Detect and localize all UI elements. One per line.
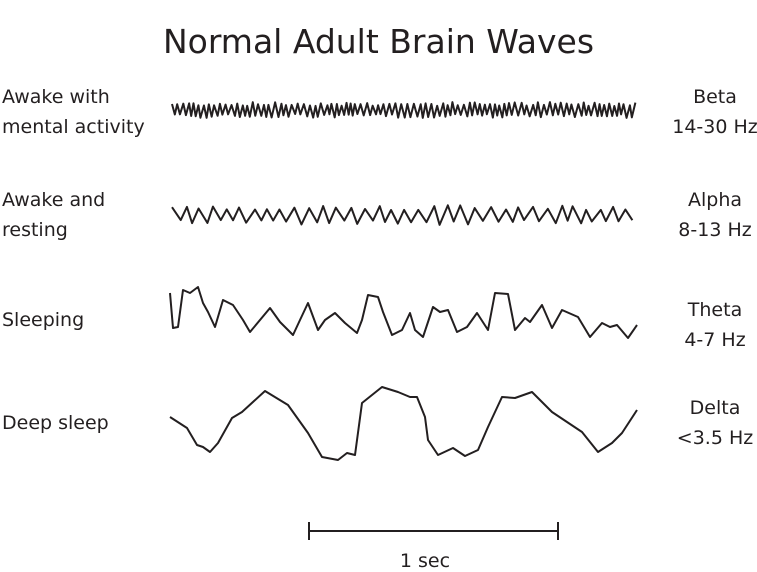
diagram-title: Normal Adult Brain Waves <box>162 22 595 61</box>
wave-frequency: 4-7 Hz <box>684 329 746 351</box>
state-label-theta: Sleeping <box>2 305 84 335</box>
wave-frequency: 8-13 Hz <box>678 219 752 241</box>
state-line: Deep sleep <box>2 412 109 434</box>
state-line: Awake with <box>2 86 110 108</box>
state-label-delta: Deep sleep <box>2 408 109 438</box>
beta-waveform <box>171 101 637 119</box>
state-label-beta: Awake with mental activity <box>2 82 145 142</box>
state-line: mental activity <box>2 116 145 138</box>
state-line: Awake and <box>2 189 106 211</box>
wave-label-beta: Beta 14-30 Hz <box>665 82 757 142</box>
wave-label-theta: Theta 4-7 Hz <box>665 295 757 355</box>
scale-bar-label: 1 sec <box>399 550 451 572</box>
wave-name: Beta <box>693 86 737 108</box>
state-label-alpha: Awake and resting <box>2 185 105 245</box>
state-line: Sleeping <box>2 309 85 331</box>
wave-name: Alpha <box>687 189 743 211</box>
wave-label-alpha: Alpha 8-13 Hz <box>665 185 757 245</box>
alpha-waveform <box>171 204 634 226</box>
state-line: resting <box>2 219 68 241</box>
wave-frequency: <3.5 Hz <box>676 427 754 449</box>
wave-label-delta: Delta <3.5 Hz <box>665 393 757 453</box>
time-scale-bar <box>308 522 559 540</box>
wave-name: Delta <box>689 397 741 419</box>
theta-waveform <box>169 286 638 339</box>
wave-name: Theta <box>687 299 743 321</box>
delta-waveform <box>169 386 638 461</box>
wave-frequency: 14-30 Hz <box>672 116 757 138</box>
